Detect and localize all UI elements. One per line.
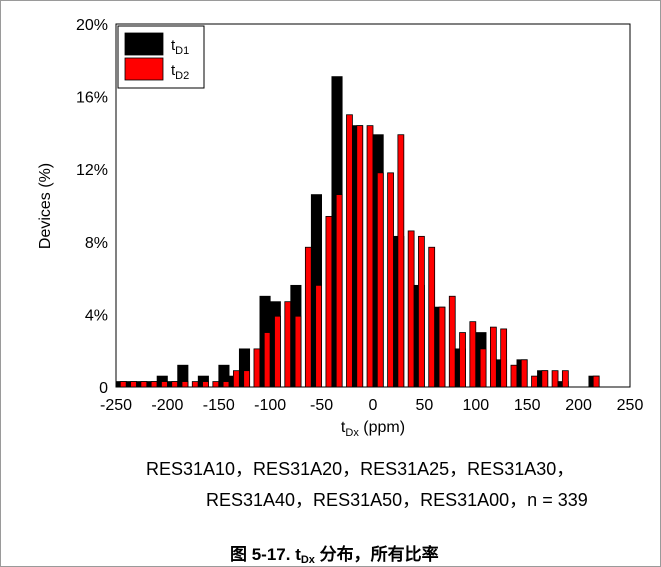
bar-td2-9 xyxy=(212,381,220,388)
x-tick-label: 250 xyxy=(617,397,644,414)
y-tick-label: 12% xyxy=(76,162,108,179)
bar-td2-39 xyxy=(520,359,528,388)
y-tick-label: 16% xyxy=(76,90,108,107)
x-tick-label: 50 xyxy=(416,397,434,414)
bar-td2-13 xyxy=(253,348,261,388)
bar-td2-27 xyxy=(397,134,405,388)
bar-td2-29 xyxy=(418,235,425,388)
figure-title-subscript: Dx xyxy=(300,554,315,566)
x-tick-label: 100 xyxy=(462,397,489,414)
bar-td2-23 xyxy=(356,125,364,388)
bar-td2-6 xyxy=(181,381,189,388)
figure-title-suffix: 分布，所有比率 xyxy=(314,545,439,564)
y-tick-labels: 0 4% 8% 12% 16% 20% xyxy=(76,17,108,397)
bar-td2-46 xyxy=(592,375,600,388)
x-tick-label: -50 xyxy=(310,397,333,414)
bar-td2-35 xyxy=(479,348,487,388)
bar-td2-10 xyxy=(222,381,230,388)
bar-td2-0 xyxy=(119,381,127,388)
y-tick-label: 20% xyxy=(76,17,108,34)
bar-td2-43 xyxy=(561,370,569,388)
x-tick-label: 0 xyxy=(369,397,378,414)
figure-title-prefix: 图 5-17. t xyxy=(230,545,301,564)
bar-td2-15 xyxy=(274,315,281,388)
x-tick-label: -100 xyxy=(254,397,286,414)
figure-title: 图 5-17. tDx 分布，所有比率 xyxy=(230,540,439,566)
bar-td2-21 xyxy=(335,194,343,388)
bar-td2-4 xyxy=(161,381,168,388)
x-tick-label: -250 xyxy=(100,397,132,414)
bar-td2-30 xyxy=(428,246,436,388)
bar-td2-37 xyxy=(500,328,508,388)
x-tick-labels: -250 -200 -150 -100 -50 0 50 100 150 200 250 xyxy=(100,397,643,414)
bar-td2-12 xyxy=(243,370,251,388)
y-tick-label: 4% xyxy=(85,307,108,324)
bars-group xyxy=(115,76,600,388)
bar-td2-18 xyxy=(304,246,312,388)
y-axis-label: Devices (%) xyxy=(37,163,54,249)
x-axis-label: tDx (ppm) xyxy=(341,419,405,439)
bar-td2-38 xyxy=(510,364,518,388)
bar-td2-42 xyxy=(551,370,559,388)
x-tick-label: -200 xyxy=(151,397,183,414)
bar-td2-28 xyxy=(407,230,415,388)
bar-td2-14 xyxy=(263,332,271,388)
caption-line-2: RES31A40，RES31A50，RES31A00，n = 339 xyxy=(206,490,588,510)
bar-td2-34 xyxy=(469,321,477,388)
y-tick-label: 8% xyxy=(85,235,108,252)
bar-td2-8 xyxy=(202,381,209,388)
bar-td2-3 xyxy=(150,381,158,388)
legend-label-td1: tD1 xyxy=(171,37,189,57)
histogram-chart: 0 4% 8% 12% 16% 20% -250 -200 -150 -100 -50 0 50 100… xyxy=(37,17,643,439)
bar-td2-7 xyxy=(191,381,199,388)
x-tick-label: -150 xyxy=(203,397,235,414)
bar-td2-41 xyxy=(541,370,549,388)
x-tick-label: 150 xyxy=(514,397,541,414)
legend-label-td2: tD2 xyxy=(171,62,189,82)
caption-line-1: RES31A10，RES31A20，RES31A25，RES31A30， xyxy=(146,459,575,479)
bar-td2-26 xyxy=(387,172,394,388)
bar-td2-5 xyxy=(171,381,179,388)
bar-td2-33 xyxy=(459,332,466,388)
legend-swatch-td1 xyxy=(124,32,164,56)
bar-td2-22 xyxy=(346,114,353,388)
x-tick-label: 200 xyxy=(565,397,592,414)
bar-td2-19 xyxy=(315,284,323,388)
bar-td2-25 xyxy=(376,172,384,388)
bar-td2-2 xyxy=(140,381,148,388)
bar-td2-1 xyxy=(130,381,137,388)
bar-td2-40 xyxy=(531,375,538,388)
y-tick-label: 0 xyxy=(99,380,108,397)
bar-td2-11 xyxy=(232,370,240,388)
legend-swatch-td2 xyxy=(124,57,164,81)
bar-td2-36 xyxy=(489,326,497,388)
bar-td2-32 xyxy=(448,295,456,388)
bar-td2-24 xyxy=(366,125,374,388)
bar-td2-20 xyxy=(325,215,333,388)
bar-td2-16 xyxy=(284,301,292,388)
bar-td2-31 xyxy=(438,306,446,388)
bar-td2-17 xyxy=(294,315,302,388)
